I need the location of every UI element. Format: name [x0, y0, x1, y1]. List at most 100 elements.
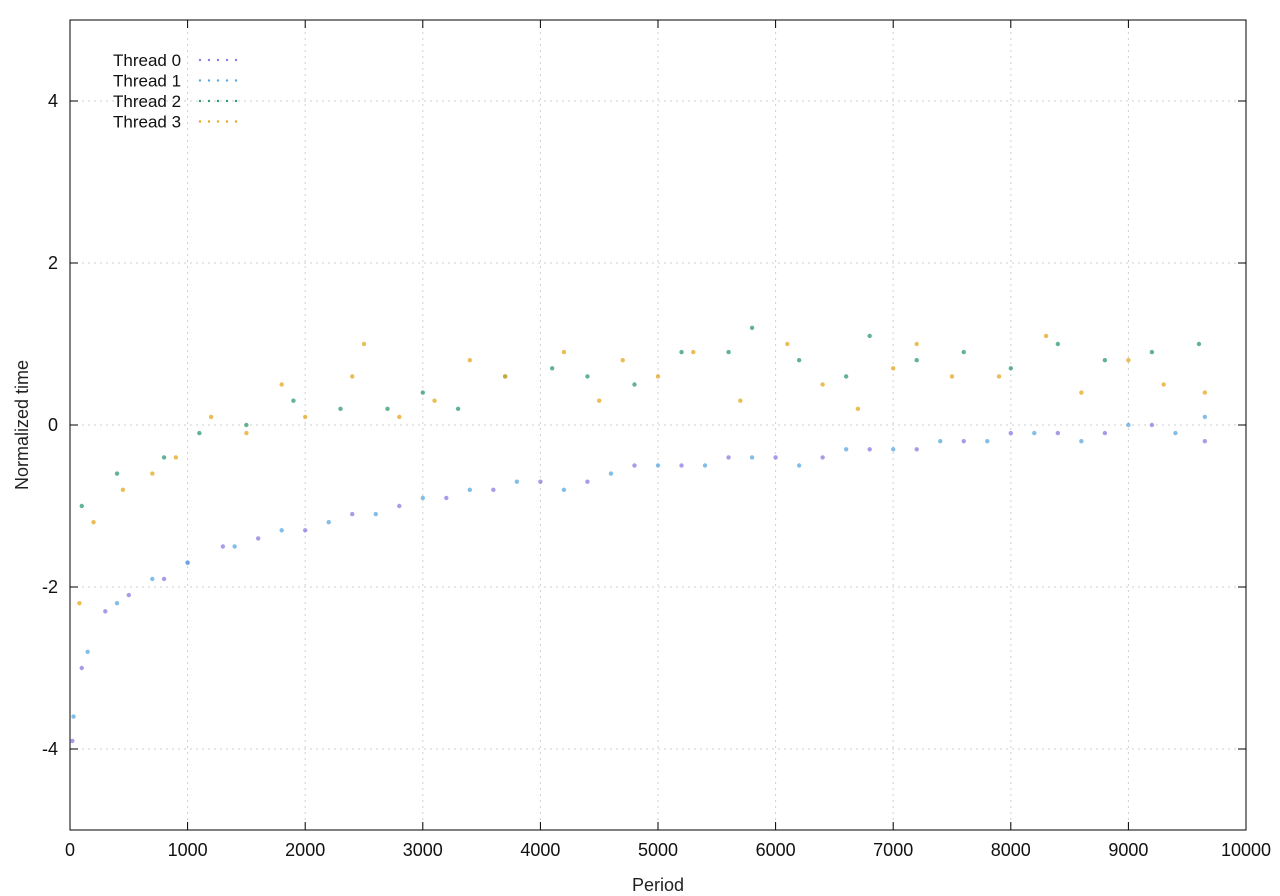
data-point	[114, 601, 120, 606]
data-point	[420, 495, 425, 501]
data-point	[350, 374, 355, 379]
data-point	[632, 463, 637, 468]
data-point	[996, 374, 1002, 379]
x-tick-label: 9000	[1108, 840, 1148, 860]
data-point	[150, 576, 155, 582]
grid-lines	[70, 20, 1246, 830]
y-tick-label: 4	[48, 91, 58, 111]
x-tick-label: 10000	[1221, 840, 1271, 860]
data-point	[1202, 414, 1208, 420]
data-point	[620, 358, 625, 363]
data-point	[561, 349, 567, 355]
y-tick-label: 2	[48, 253, 58, 273]
legend-marker	[216, 58, 220, 62]
data-point	[114, 471, 120, 476]
legend-marker	[207, 58, 211, 62]
data-point	[773, 455, 778, 460]
data-point	[79, 665, 84, 671]
data-point	[1008, 430, 1013, 436]
legend-marker	[234, 79, 238, 82]
legend-marker	[198, 99, 202, 103]
data-point	[432, 398, 437, 403]
data-point	[232, 544, 237, 549]
legend-marker	[225, 79, 229, 82]
data-point	[326, 520, 331, 525]
x-tick-label: 8000	[991, 840, 1031, 860]
data-point	[1055, 341, 1061, 347]
data-point	[397, 414, 402, 420]
data-point	[361, 341, 367, 347]
data-point	[185, 560, 190, 565]
legend-marker	[207, 99, 211, 103]
data-point	[985, 439, 990, 444]
data-point	[244, 422, 249, 428]
data-point	[1173, 430, 1178, 436]
data-point	[79, 503, 84, 509]
y-tick-label: -2	[42, 577, 58, 597]
data-point	[338, 406, 343, 411]
data-point	[77, 601, 82, 606]
data-point	[561, 487, 567, 492]
legend-marker	[225, 58, 229, 62]
data-point	[914, 358, 919, 363]
data-point	[855, 406, 861, 411]
data-point	[820, 382, 825, 387]
data-point	[1008, 366, 1013, 371]
data-point	[914, 447, 919, 452]
data-point	[103, 609, 108, 614]
data-point	[585, 374, 590, 379]
data-point	[85, 649, 90, 654]
data-point	[1202, 439, 1208, 444]
legend-marker	[207, 120, 211, 123]
data-point	[71, 714, 76, 719]
data-point	[679, 349, 684, 355]
legend-marker	[216, 79, 220, 82]
data-point	[1079, 439, 1084, 444]
data-point	[1102, 430, 1108, 436]
legend-label: Thread 3	[113, 113, 181, 132]
series-thread-3	[77, 333, 1208, 606]
data-point	[726, 349, 731, 355]
x-tick-label: 6000	[756, 840, 796, 860]
data-point	[255, 536, 261, 541]
data-point	[1032, 430, 1037, 436]
data-point	[444, 495, 449, 501]
data-point	[726, 455, 731, 460]
x-tick-label: 3000	[403, 840, 443, 860]
data-point	[197, 430, 202, 436]
data-point	[397, 503, 402, 509]
data-point	[796, 358, 802, 363]
data-point	[1149, 349, 1155, 355]
data-point	[514, 479, 520, 484]
data-point	[1102, 358, 1108, 363]
data-point	[491, 487, 496, 492]
data-point	[796, 463, 802, 468]
data-point	[608, 471, 614, 476]
legend-label: Thread 0	[113, 51, 181, 70]
data-point	[820, 455, 825, 460]
x-tick-label: 4000	[520, 840, 560, 860]
data-point	[585, 479, 590, 484]
data-point	[1079, 390, 1084, 395]
series-thread-2	[79, 325, 1202, 509]
data-point	[126, 592, 131, 598]
data-point	[173, 455, 179, 460]
data-point	[891, 447, 896, 452]
y-tick-label: -4	[42, 739, 58, 759]
data-point	[303, 528, 308, 533]
legend-label: Thread 2	[113, 92, 181, 111]
data-point	[843, 447, 849, 452]
data-point	[1126, 422, 1131, 428]
data-point	[938, 439, 943, 444]
x-tick-label: 7000	[873, 840, 913, 860]
data-point	[1149, 422, 1155, 428]
data-point	[279, 528, 284, 533]
data-point	[679, 463, 684, 468]
data-point	[914, 341, 919, 347]
data-point	[1043, 333, 1049, 339]
x-axis-label: Period	[632, 875, 684, 895]
data-point	[161, 576, 167, 582]
legend-label: Thread 1	[113, 72, 181, 91]
